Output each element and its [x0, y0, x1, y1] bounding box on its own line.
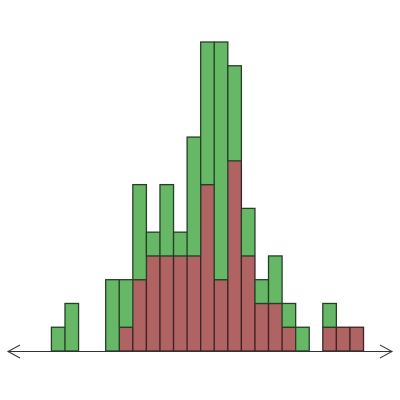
bar	[267, 255, 283, 305]
bar	[335, 326, 351, 352]
bar	[50, 326, 66, 352]
bar	[240, 207, 256, 257]
bar	[159, 183, 175, 257]
bar	[227, 65, 243, 162]
bar	[118, 326, 134, 352]
axis-arrow-left	[6, 344, 21, 359]
bar	[172, 231, 188, 257]
bar	[322, 326, 338, 352]
bar	[105, 279, 120, 352]
axis-arrow-right	[379, 344, 394, 359]
bar	[172, 255, 188, 352]
bar	[145, 231, 161, 257]
bar	[186, 255, 202, 352]
bar	[281, 326, 297, 352]
bar	[186, 136, 202, 257]
bar	[254, 279, 270, 305]
bar	[145, 255, 161, 352]
bar	[295, 326, 310, 352]
bar	[240, 255, 256, 352]
bar	[267, 302, 283, 352]
bar	[213, 279, 229, 352]
bar	[132, 183, 148, 281]
x-axis	[6, 344, 394, 359]
bar	[349, 326, 365, 352]
bar	[227, 160, 243, 352]
bar	[132, 279, 148, 352]
bar	[200, 41, 215, 186]
bar	[213, 41, 229, 281]
bar	[159, 255, 175, 352]
bar	[281, 302, 297, 328]
bar	[118, 279, 134, 328]
bar	[322, 302, 338, 328]
bar	[64, 302, 80, 352]
bars	[50, 41, 365, 352]
bar	[200, 183, 215, 352]
bar	[254, 302, 270, 352]
